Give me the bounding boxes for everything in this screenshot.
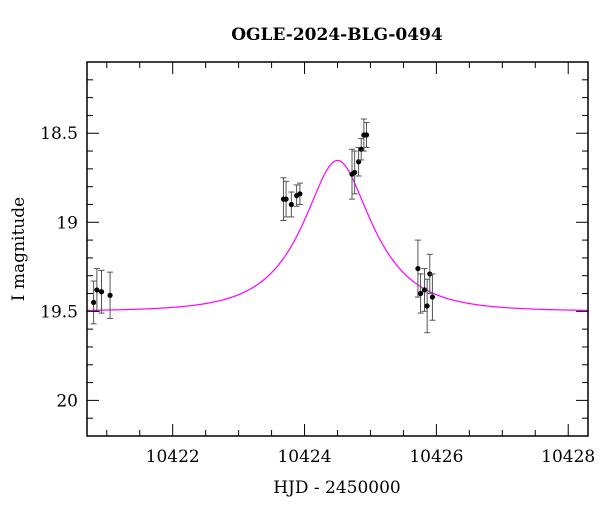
data-point [296, 182, 303, 205]
point-marker [424, 303, 430, 309]
data-point [421, 268, 428, 312]
axis-ticks: 10422 10424 10426 10428 18.5 19 19.5 20 [40, 62, 595, 467]
data-point [283, 180, 290, 218]
point-marker [415, 265, 421, 272]
point-marker [283, 196, 289, 202]
data-point [417, 273, 424, 314]
x-tick-label: 10422 [146, 447, 200, 467]
plot-area [86, 118, 589, 334]
y-axis-label: I magnitude [9, 197, 29, 301]
data-point [358, 138, 365, 161]
point-marker [352, 169, 358, 176]
y-tick-label: 18.5 [40, 124, 78, 144]
data-point [93, 268, 100, 312]
data-point [429, 273, 436, 321]
y-tick-label: 19.5 [40, 302, 78, 322]
data-point [349, 148, 356, 200]
point-marker [417, 290, 424, 297]
chart-title: OGLE-2024-BLG-0494 [231, 25, 443, 45]
x-axis-label: HJD - 2450000 [273, 478, 401, 498]
y-tick-label: 19 [56, 213, 78, 233]
point-marker [98, 289, 105, 295]
y-tick-label: 20 [56, 391, 78, 411]
point-marker [363, 132, 370, 138]
point-marker [297, 191, 303, 197]
data-point [351, 150, 358, 195]
point-marker [288, 201, 294, 208]
data-point [98, 269, 105, 314]
x-tick-label: 10428 [541, 447, 595, 467]
point-marker [94, 287, 100, 293]
data-point [363, 122, 370, 148]
plot-frame [86, 61, 589, 437]
point-marker [429, 294, 436, 300]
data-point [90, 280, 97, 325]
point-marker [90, 299, 97, 306]
point-marker [421, 287, 428, 293]
x-tick-label: 10426 [409, 447, 463, 467]
point-marker [107, 292, 113, 298]
data-point [107, 271, 114, 319]
data-point [414, 239, 421, 298]
data-point [424, 278, 431, 334]
model-curve [86, 159, 589, 311]
x-tick-label: 10424 [277, 447, 331, 467]
data-point [288, 191, 295, 218]
